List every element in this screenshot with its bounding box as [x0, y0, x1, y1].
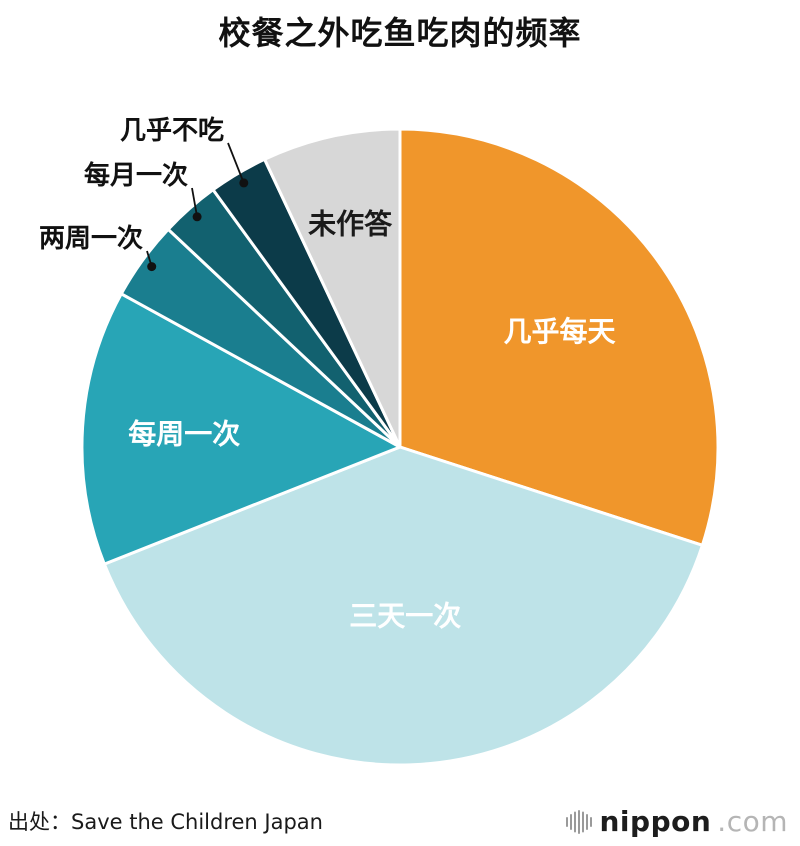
pie-slice-2: [102, 445, 704, 767]
slice-label-outside: 每月一次: [84, 160, 188, 191]
soundwave-icon: [564, 807, 594, 837]
leader-dot: [239, 178, 249, 188]
slice-label-inside: 每周一次: [128, 417, 240, 450]
slice-label-outside: 两周一次: [39, 224, 143, 254]
leader-line: [227, 142, 245, 184]
slice-label-inside: 几乎每天: [503, 315, 615, 348]
slice-label-inside: 三天一次: [349, 600, 461, 633]
logo-suffix: .com: [717, 805, 788, 838]
pie-slice-3: [80, 292, 402, 566]
slice-label-outside: 几乎不吃: [120, 116, 224, 146]
pie-slice-7: [263, 127, 402, 449]
logo-text: nippon: [599, 805, 712, 838]
source-note: 出处：Save the Children Japan: [8, 810, 323, 834]
leader-dot: [147, 262, 157, 272]
leader-line: [191, 187, 198, 217]
chart-title: 校餐之外吃鱼吃肉的频率: [218, 14, 582, 52]
nippon-logo: nippon .com: [564, 805, 789, 838]
slice-label-inside: 未作答: [308, 208, 393, 241]
pie-slice-1: [398, 127, 720, 547]
leader-dot: [192, 212, 202, 222]
